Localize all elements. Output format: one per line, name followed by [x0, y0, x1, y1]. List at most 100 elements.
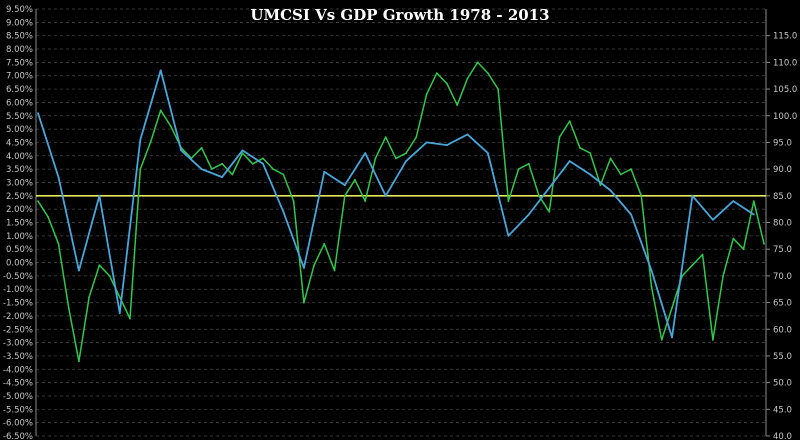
data-point — [599, 184, 602, 187]
data-point — [200, 168, 203, 171]
data-point — [303, 301, 305, 304]
left-tick-label: 2.50% — [6, 192, 33, 202]
data-point — [671, 307, 673, 309]
right-tick-label: 45.0 — [773, 405, 792, 415]
data-point — [548, 210, 551, 213]
data-point — [517, 168, 520, 171]
left-tick-label: 0.00% — [6, 259, 33, 269]
left-tick-label: -4.00% — [3, 365, 33, 375]
data-point — [732, 237, 735, 240]
umcsi-series — [37, 61, 765, 363]
data-point — [589, 173, 592, 176]
data-point — [343, 184, 346, 187]
right-tick-label: 85.0 — [773, 192, 792, 202]
left-tick-label: 1.00% — [6, 232, 33, 242]
left-tick-label: 2.00% — [6, 205, 33, 215]
data-point — [221, 162, 224, 165]
left-tick-label: -2.50% — [3, 325, 33, 335]
data-point — [200, 146, 203, 149]
data-point — [231, 173, 234, 176]
data-point — [446, 144, 448, 147]
data-point — [619, 173, 622, 176]
right-tick-label: 110.0 — [773, 58, 797, 68]
left-tick-label: 5.50% — [6, 112, 33, 122]
right-tick-label: 95.0 — [773, 138, 792, 148]
data-point — [98, 194, 101, 197]
left-tick-label: 9.50% — [6, 5, 33, 15]
data-point — [78, 269, 80, 272]
data-point — [292, 200, 295, 203]
data-point — [446, 82, 448, 85]
left-tick-label: 6.00% — [6, 98, 33, 108]
data-point — [752, 200, 755, 203]
right-tick-label: 70.0 — [773, 272, 792, 282]
left-tick-label: -3.00% — [3, 339, 33, 349]
data-point — [763, 242, 765, 245]
data-point — [487, 152, 489, 155]
data-point — [712, 339, 714, 341]
left-tick-label: 6.50% — [6, 85, 33, 95]
left-tick-label: -6.50% — [3, 432, 33, 440]
data-point — [405, 160, 407, 163]
left-tick-label: 4.50% — [6, 138, 33, 148]
data-point — [497, 88, 499, 90]
left-tick-label: -1.00% — [3, 285, 33, 295]
right-tick-label: 90.0 — [773, 165, 792, 175]
data-point — [579, 146, 581, 149]
data-point — [466, 77, 469, 80]
right-tick-label: 80.0 — [773, 219, 792, 229]
data-point — [384, 194, 387, 197]
chart-title: UMCSI Vs GDP Growth 1978 - 2013 — [250, 6, 549, 24]
data-point — [609, 157, 612, 160]
data-point — [395, 157, 397, 160]
left-tick-label: 8.00% — [6, 45, 33, 55]
data-point — [691, 264, 694, 267]
data-point — [364, 152, 367, 155]
data-point — [548, 186, 551, 189]
data-point — [425, 141, 428, 144]
data-point — [262, 157, 264, 160]
left-tick-label: -0.50% — [3, 272, 33, 282]
data-point — [722, 275, 724, 277]
data-point — [660, 339, 663, 341]
data-point — [37, 112, 39, 114]
data-point — [384, 136, 387, 139]
data-point — [527, 213, 530, 216]
data-point — [272, 168, 275, 171]
gdp-growth-series — [37, 69, 755, 339]
data-point — [630, 168, 632, 171]
data-point — [456, 104, 459, 106]
right-axis-ticks: 115.0 110.0 105.0 100.0 95.0 90.0 85.0 80.0 75.0… — [766, 32, 797, 440]
data-point — [108, 275, 111, 277]
left-tick-label: 3.50% — [6, 165, 33, 175]
data-point — [149, 141, 152, 144]
data-point — [333, 269, 336, 272]
data-point — [118, 296, 121, 299]
left-tick-label: -5.50% — [3, 405, 33, 415]
data-point — [159, 109, 162, 112]
data-point — [568, 120, 571, 122]
left-tick-label: -3.50% — [3, 352, 33, 362]
data-point — [210, 168, 213, 171]
data-point — [701, 253, 704, 256]
left-tick-label: 1.50% — [6, 219, 33, 229]
series-layer — [37, 61, 765, 363]
data-point — [88, 296, 90, 299]
right-tick-label: 55.0 — [773, 352, 792, 362]
data-point — [466, 133, 469, 136]
left-tick-label: 3.00% — [6, 178, 33, 188]
data-point — [251, 162, 254, 165]
data-point — [118, 312, 121, 315]
right-tick-label: 60.0 — [773, 325, 792, 335]
data-point — [425, 93, 428, 96]
data-point — [630, 213, 632, 216]
data-point — [139, 138, 142, 141]
left-tick-label: -4.50% — [3, 379, 33, 389]
data-point — [180, 149, 183, 152]
data-point — [752, 213, 755, 216]
right-tick-label: 50.0 — [773, 379, 792, 389]
right-tick-label: 105.0 — [773, 85, 797, 95]
right-tick-label: 40.0 — [773, 432, 792, 440]
